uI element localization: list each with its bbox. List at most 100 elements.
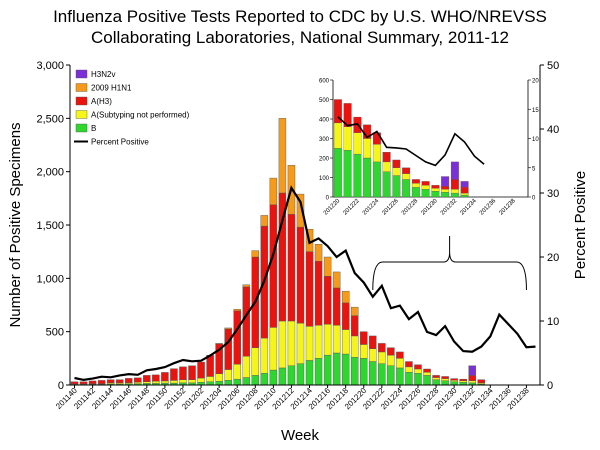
bar-segment-a_h3	[242, 286, 250, 357]
inset-bar-segment-a_nst	[392, 167, 401, 176]
bar-segment-b	[260, 373, 269, 386]
bar-segment-a_h3	[341, 302, 350, 330]
inset-left-tick-label: 500	[319, 98, 330, 104]
bar-segment-a_h3	[423, 368, 431, 373]
bar-segment-a_h3	[106, 379, 115, 384]
bar-segment-b	[414, 373, 422, 386]
legend-label-pct: Percent Positive	[91, 138, 149, 147]
bar-segment-a_h3	[79, 381, 88, 385]
bar-segment-a_nst	[278, 320, 287, 369]
bar-segment-h1n1	[332, 271, 341, 289]
bar-segment-a_nst	[305, 326, 314, 361]
bar-segment-a_nst	[215, 373, 223, 382]
inset-bar-segment-a_nst	[333, 122, 342, 149]
bar-segment-a_nst	[360, 344, 368, 359]
right-tick-label: 50	[547, 60, 559, 72]
inset-x-tick-label: 201226	[381, 198, 400, 217]
inset-bar-segment-b	[343, 150, 352, 198]
inset-bar-segment-a_nst	[343, 126, 352, 151]
bar-segment-a_h3	[459, 378, 467, 381]
inset-right-tick-label: 20	[532, 79, 539, 85]
inset-bar-segment-h3n2v	[441, 176, 450, 187]
bar-segment-a_h3	[405, 361, 413, 368]
percent-line-layer	[74, 185, 536, 382]
inset-bar-segment-a_nst	[460, 192, 469, 196]
legend-label-h3: A(H3)	[91, 97, 112, 106]
inset-bar-segment-h3n2v	[460, 181, 469, 188]
bar-segment-a_h3	[197, 361, 205, 379]
legend-label-h1n1: 2009 H1N1	[91, 84, 132, 93]
bar-segment-a_h3	[378, 343, 386, 353]
bar-segment-h1n1	[350, 306, 359, 316]
bar-segment-b	[278, 367, 287, 386]
bar-segment-a_nst	[396, 358, 404, 369]
bar-segment-b	[233, 378, 241, 386]
inset-x-tick-label: 201228	[401, 198, 420, 217]
right-tick-label: 30	[547, 188, 559, 200]
inset-bar-segment-h3n2v	[450, 161, 459, 180]
bar-segment-a_nst	[387, 354, 395, 366]
inset-bar-segment-a_nst	[382, 161, 391, 172]
bar-segment-a_h3	[70, 381, 79, 385]
bar-segment-h1n1	[233, 309, 241, 312]
bar-segment-a_h3	[143, 375, 151, 382]
bar-segment-a_nst	[233, 364, 241, 380]
inset-bar-segment-a_nst	[431, 188, 440, 192]
bar-segment-h1n1	[314, 243, 323, 262]
bar-segment-h1n1	[278, 118, 287, 194]
bar-segment-a_nst	[441, 378, 449, 381]
inset-right-tick-label: 15	[532, 108, 539, 114]
bar-segment-a_h3	[477, 379, 485, 384]
left-tick-label: 0	[58, 380, 64, 392]
inset-bar-segment-b	[431, 190, 440, 198]
legend-swatch-h3	[75, 96, 88, 106]
inset-bar-segment-a_nst	[441, 189, 450, 193]
bar-segment-b	[405, 372, 413, 386]
bars-layer	[70, 118, 485, 386]
bar-segment-a_h3	[432, 375, 440, 378]
inset-bar-segment-a_h3	[392, 159, 401, 168]
bar-segment-b	[332, 352, 341, 386]
inset-bar-segment-b	[421, 189, 430, 198]
inset-bar-segment-a_h3	[450, 179, 459, 190]
inset-bar-segment-a_h3	[402, 167, 411, 174]
legend-label-b: B	[91, 124, 96, 133]
bar-segment-a_nst	[269, 327, 278, 371]
bar-segment-a_h3	[179, 366, 187, 380]
bar-segment-a_nst	[260, 337, 269, 374]
left-tick-label: 2,000	[36, 167, 64, 179]
inset-bar-segment-a_h3	[460, 187, 469, 194]
bar-segment-a_h3	[350, 315, 359, 337]
bar-segment-a_h3	[314, 261, 323, 326]
bar-segment-a_h3	[360, 331, 368, 345]
bar-segment-a_nst	[197, 377, 205, 383]
bar-segment-a_nst	[134, 381, 142, 384]
inset-bar-segment-a_nst	[421, 185, 430, 190]
chart-title-line1: Influenza Positive Tests Reported to CDC…	[53, 7, 547, 26]
bar-segment-a_h3	[125, 378, 133, 383]
bar-segment-a_h3	[414, 364, 422, 370]
bar-segment-a_h3	[115, 379, 124, 384]
bar-segment-b	[224, 380, 232, 386]
inset-right-tick-label: 10	[532, 137, 539, 143]
bar-segment-a_h3	[233, 310, 241, 365]
bar-segment-a_h3	[396, 351, 404, 359]
bar-segment-a_nst	[179, 379, 187, 384]
inset-bar-segment-a_h3	[382, 151, 391, 163]
inset-x-tick-label: 201224	[362, 198, 381, 217]
left-tick-label: 500	[46, 327, 64, 339]
inset-bar-segment-b	[333, 148, 342, 198]
inset-bar-segment-b	[450, 192, 459, 198]
bar-segment-a_h3	[152, 374, 160, 382]
bar-segment-a_nst	[161, 380, 169, 384]
inset-x-tick-label: 201236	[479, 198, 498, 217]
inset-bar-segment-a_nst	[450, 189, 459, 194]
percent-positive-line	[74, 185, 536, 382]
bar-segment-a_h3	[287, 214, 296, 322]
inset-bar-segment-b	[460, 194, 469, 198]
bar-segment-a_h3	[269, 204, 278, 328]
bar-segment-a_nst	[450, 380, 458, 383]
legend-swatch-a_nst	[75, 110, 88, 119]
